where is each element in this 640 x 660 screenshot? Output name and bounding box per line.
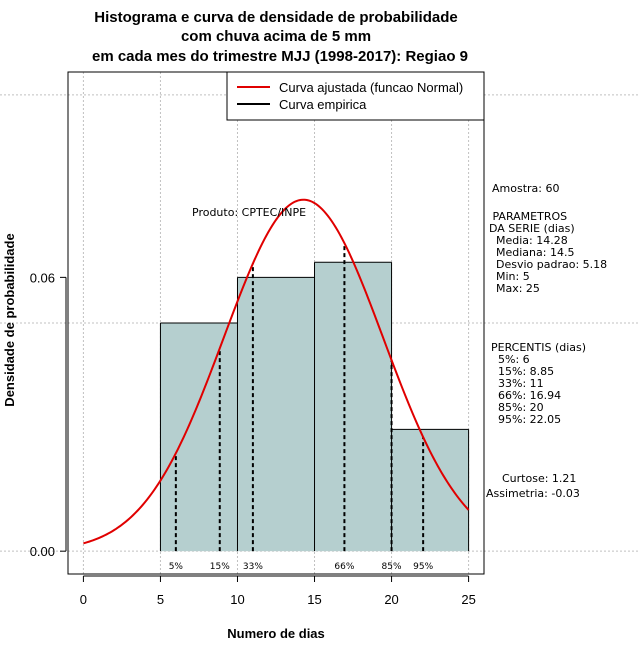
percentile-stat-line-2: 5%: 6 [491, 353, 530, 366]
normal-curve-line [83, 198, 470, 545]
percentile-lines [174, 243, 425, 552]
parameter-line-3: Media: 14.28 [489, 234, 568, 247]
percentile-stat-line-1: PERCENTIS (dias) [491, 341, 587, 354]
legend-box [226, 71, 485, 121]
parameter-line-1: PARAMETROS [489, 210, 568, 223]
parameter-line-4: Mediana: 14.5 [489, 246, 575, 259]
percentile-stat-line-3: 15%: 8.85 [491, 365, 555, 378]
percentile-stat-line-4: 33%: 11 [491, 377, 544, 390]
percentile-stat-line-5: 66%: 16.94 [491, 389, 562, 402]
percentile-label-5: 85% [382, 562, 402, 572]
x-tick-label: 20 [384, 592, 398, 607]
percentile-label-2: 15% [210, 562, 230, 572]
legend-label-normal: Curva ajustada (funcao Normal) [279, 80, 463, 95]
x-axis: 0 5 10 15 20 25 [80, 575, 476, 607]
kurtosis-value: Curtose: 1.21 [502, 472, 577, 485]
legend: Curva ajustada (funcao Normal) Curva emp… [226, 71, 485, 121]
chart-title-line-3: em cada mes do trimestre MJJ (1998-2017)… [92, 48, 468, 65]
percentile-label-6: 95% [413, 562, 433, 572]
sample-size: Amostra: 60 [492, 182, 560, 195]
percentile-label-1: 5% [169, 562, 184, 572]
x-tick-label: 15 [307, 592, 321, 607]
histogram-bar-3 [314, 262, 392, 552]
percentile-label-4: 66% [334, 562, 354, 572]
parameter-line-5: Desvio padrao: 5.18 [489, 258, 608, 271]
x-tick-label: 25 [461, 592, 475, 607]
x-axis-label: Numero de dias [227, 626, 325, 641]
percentile-stat-line-6: 85%: 20 [491, 401, 544, 414]
chart-title-line-2: com chuva acima de 5 mm [181, 28, 371, 45]
skewness-value: Assimetria: -0.03 [486, 487, 580, 500]
percentile-labels: 5% 15% 33% 66% 85% 95% [169, 562, 434, 572]
histogram-bar-1 [160, 323, 238, 552]
y-tick-label: 0.06 [30, 270, 55, 285]
percentile-values: PERCENTIS (dias) 5%: 6 15%: 8.85 33%: 11… [491, 342, 586, 426]
histogram-bar-2 [237, 277, 315, 552]
product-annotation: Produto: CPTEC/INPE [192, 206, 306, 219]
histogram-bar-4 [391, 429, 469, 552]
y-tick-label: 0.00 [30, 544, 55, 559]
parameter-line-6: Min: 5 [489, 270, 530, 283]
series-parameters: PARAMETROS DA SERIE (dias) Media: 14.28 M… [489, 211, 607, 295]
empirical-curve [159, 261, 470, 552]
x-tick-label: 0 [80, 592, 87, 607]
x-tick-label: 10 [230, 592, 244, 607]
parameter-line-7: Max: 25 [489, 282, 540, 295]
percentile-stat-line-7: 95%: 22.05 [491, 413, 562, 426]
chart-title-line-1: Histograma e curva de densidade de proba… [94, 9, 457, 26]
y-axis: 0.00 0.06 [30, 270, 67, 559]
percentile-label-3: 33% [243, 562, 263, 572]
legend-label-empirical: Curva empirica [279, 97, 367, 112]
parameter-line-2: DA SERIE (dias) [489, 222, 575, 235]
histogram-bars [160, 262, 469, 552]
y-axis-label: Densidade de probabilidade [2, 233, 17, 406]
x-tick-label: 5 [157, 592, 164, 607]
